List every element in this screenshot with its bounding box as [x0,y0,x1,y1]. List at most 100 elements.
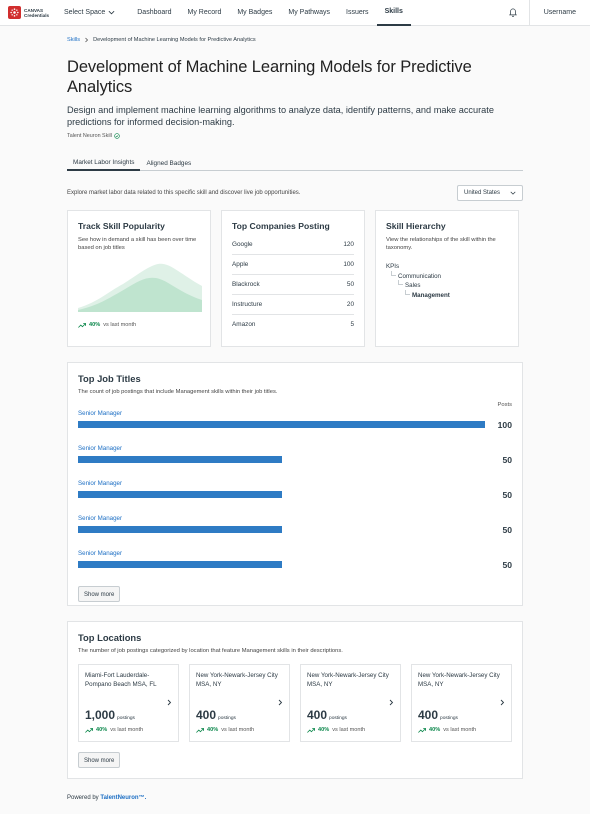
breadcrumb-skills-link[interactable]: Skills [67,37,81,43]
chevron-down-icon [108,10,115,15]
page-title: Development of Machine Learning Models f… [67,58,472,96]
nav-skills[interactable]: Skills [376,0,411,26]
nav-dashboard[interactable]: Dashboard [137,9,172,16]
popularity-area-chart [78,263,202,312]
location-card[interactable]: New York-Newark-Jersey City MSA, NY 400 p… [300,664,401,742]
location-count-value: 400 [196,708,217,722]
location-count: 1,000 postings [85,708,172,722]
brand-logo[interactable]: CANVAS Credentials [8,6,60,19]
location-trend-pct: 40% [96,727,108,733]
job-title-row: Senior Manager 50 [78,550,512,583]
job-title-bar [78,561,282,568]
tree-connector-icon [398,280,403,285]
main-content: Skills Development of Machine Learning M… [0,37,590,801]
breadcrumb: Skills Development of Machine Learning M… [67,37,523,43]
nav-my-pathways[interactable]: My Pathways [288,9,330,16]
location-trend-vs: vs last month [110,727,144,733]
location-count-value: 1,000 [85,708,116,722]
job-titles-show-more-button[interactable]: Show more [78,586,121,602]
location-card[interactable]: New York-Newark-Jersey City MSA, NY 400 p… [189,664,290,742]
job-title-link[interactable]: Senior Manager [78,410,123,417]
job-title-row: Senior Manager 50 [78,515,512,548]
trend-up-icon [418,727,426,733]
job-title-bar [78,421,485,428]
top-job-titles-card: Top Job Titles The count of job postings… [67,362,523,606]
location-card[interactable]: New York-Newark-Jersey City MSA, NY 400 p… [411,664,512,742]
location-count-unit: postings [117,716,135,721]
location-count-unit: postings [440,716,458,721]
nav-links: Dashboard My Record My Badges My Pathway… [129,0,411,26]
footer-prefix: Powered by [67,795,99,801]
chevron-down-icon [510,191,516,195]
location-trend: 40% vs last month [196,727,283,733]
select-space-label: Select Space [64,9,106,16]
job-title-link[interactable]: Senior Manager [78,445,123,452]
trend-up-icon [85,727,93,733]
location-count-unit: postings [329,716,347,721]
notifications-button[interactable] [497,0,530,26]
location-count: 400 postings [196,708,283,722]
tabs: Market Labor Insights Aligned Badges [67,155,523,171]
company-name: Blackrock [232,281,260,288]
location-name: Miami-Fort Lauderdale-Pompano Beach MSA,… [85,672,157,688]
tab-market-labor-insights[interactable]: Market Labor Insights [67,155,141,171]
tree-connector-icon [405,289,410,295]
company-row: Apple 100 [232,261,354,275]
location-trend-pct: 40% [318,727,330,733]
company-name: Apple [232,261,249,268]
tree-connector-icon [391,270,396,276]
hierarchy-level-4[interactable]: Management [412,291,450,299]
user-menu[interactable]: Username [543,9,576,16]
hierarchy-level-3[interactable]: Sales [405,282,421,289]
location-trend: 40% vs last month [418,727,505,733]
location-card[interactable]: Miami-Fort Lauderdale-Pompano Beach MSA,… [78,664,179,742]
location-trend-vs: vs last month [221,727,255,733]
talentneuron-link[interactable]: TalentNeuron™. [100,795,147,801]
job-title-bar [78,456,282,463]
skill-source: Talent Neuron Skill [67,133,523,139]
nav-my-record[interactable]: My Record [187,9,222,16]
explore-row: Explore market labor data related to thi… [67,185,523,201]
job-title-link[interactable]: Senior Manager [78,550,123,557]
locations-show-more-button[interactable]: Show more [78,752,121,768]
company-count: 100 [343,261,354,268]
popularity-trend: 40% vs last month [78,322,200,328]
company-name: Amazon [232,321,256,328]
locations-title: Top Locations [78,632,142,643]
bell-icon [508,8,517,17]
location-name: New York-Newark-Jersey City MSA, NY [418,672,500,688]
hierarchy-level-2[interactable]: Communication [398,272,441,280]
top-companies-card: Top Companies Posting Google 120 Apple 100… [221,210,365,347]
job-titles-title: Top Job Titles [78,373,141,384]
insight-cards: Track Skill Popularity See how in demand… [67,210,523,347]
tab-aligned-badges[interactable]: Aligned Badges [146,159,192,167]
companies-title: Top Companies Posting [232,221,330,231]
location-count: 400 postings [307,708,394,722]
job-title-value: 50 [502,490,512,500]
job-title-link[interactable]: Senior Manager [78,515,123,522]
job-title-value: 50 [502,525,512,535]
nav-issuers[interactable]: Issuers [346,9,369,16]
brand-name: CANVAS Credentials [24,8,49,18]
chevron-right-icon [85,37,89,43]
trend-up-icon [78,322,86,328]
job-title-value: 50 [502,560,512,570]
hierarchy-subtitle: View the relationships of the skill with… [386,237,496,251]
company-row: Instructure 20 [232,301,354,315]
hierarchy-level-1[interactable]: KPIs [386,263,400,270]
chevron-right-icon [500,699,505,706]
company-count: 5 [350,321,354,328]
nav-my-badges[interactable]: My Badges [237,9,273,16]
brand-line1: CANVAS [24,7,44,13]
country-select[interactable]: United States [457,185,523,201]
job-title-link[interactable]: Senior Manager [78,480,123,487]
nav-right: Username [497,0,582,26]
location-name: New York-Newark-Jersey City MSA, NY [196,672,278,688]
trend-up-icon [196,727,204,733]
company-name: Google [232,241,253,248]
job-title-value: 100 [497,420,512,430]
location-trend: 40% vs last month [85,727,172,733]
location-count-unit: postings [218,716,236,721]
page-description: Design and implement machine learning al… [67,105,494,127]
select-space-dropdown[interactable]: Select Space [64,9,115,16]
